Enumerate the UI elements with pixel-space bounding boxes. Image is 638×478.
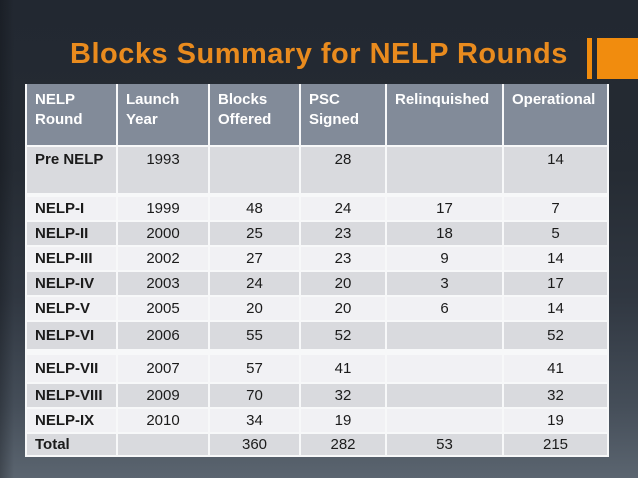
cell-operational: 7 [502, 194, 609, 222]
column-header-relinquished: Relinquished [385, 84, 504, 147]
cell-operational: 32 [502, 382, 609, 409]
table-row: NELP-V 2005 20 20 6 14 [25, 295, 609, 322]
cell-launch-year [116, 432, 210, 457]
cell-operational: 5 [502, 220, 609, 247]
table-row: NELP-III 2002 27 23 9 14 [25, 245, 609, 272]
cell-round: NELP-IX [25, 407, 118, 434]
cell-launch-year: 2002 [116, 245, 210, 272]
cell-psc-signed: 52 [299, 320, 387, 355]
accent-bar-block [597, 38, 638, 79]
cell-launch-year: 1999 [116, 194, 210, 222]
cell-operational: 215 [502, 432, 609, 457]
cell-relinquished: 53 [385, 432, 504, 457]
cell-launch-year: 2003 [116, 270, 210, 297]
cell-psc-signed: 24 [299, 194, 387, 222]
column-header-operational: Operational [502, 84, 609, 147]
cell-blocks-offered: 27 [208, 245, 301, 272]
cell-launch-year: 2009 [116, 382, 210, 409]
cell-blocks-offered: 70 [208, 382, 301, 409]
cell-operational: 17 [502, 270, 609, 297]
cell-operational: 14 [502, 245, 609, 272]
cell-relinquished: 17 [385, 194, 504, 222]
slide-title: Blocks Summary for NELP Rounds [70, 38, 568, 70]
cell-psc-signed: 282 [299, 432, 387, 457]
cell-blocks-offered: 20 [208, 295, 301, 322]
column-header-nelp-round: NELP Round [25, 84, 118, 147]
cell-round: NELP-IV [25, 270, 118, 297]
cell-launch-year: 2000 [116, 220, 210, 247]
table-row: Pre NELP 1993 28 14 [25, 145, 609, 197]
cell-psc-signed: 23 [299, 220, 387, 247]
cell-relinquished [385, 382, 504, 409]
table-row: NELP-IV 2003 24 20 3 17 [25, 270, 609, 297]
table-header-row: NELP Round Launch Year Blocks Offered PS… [25, 84, 609, 147]
cell-blocks-offered: 24 [208, 270, 301, 297]
cell-operational: 14 [502, 295, 609, 322]
cell-blocks-offered: 55 [208, 320, 301, 355]
column-header-blocks-offered: Blocks Offered [208, 84, 301, 147]
cell-launch-year: 2005 [116, 295, 210, 322]
table-body: Pre NELP 1993 28 14 NELP-I 1999 48 24 17… [25, 145, 609, 457]
cell-launch-year: 2010 [116, 407, 210, 434]
cell-blocks-offered: 25 [208, 220, 301, 247]
cell-psc-signed: 32 [299, 382, 387, 409]
cell-relinquished [385, 351, 504, 384]
cell-psc-signed: 20 [299, 295, 387, 322]
cell-round: Pre NELP [25, 145, 118, 197]
cell-blocks-offered: 48 [208, 194, 301, 222]
cell-psc-signed: 19 [299, 407, 387, 434]
cell-relinquished: 3 [385, 270, 504, 297]
cell-round: NELP-III [25, 245, 118, 272]
cell-relinquished: 9 [385, 245, 504, 272]
cell-launch-year: 1993 [116, 145, 210, 197]
cell-operational: 41 [502, 351, 609, 384]
table-row: NELP-II 2000 25 23 18 5 [25, 220, 609, 247]
cell-round: NELP-VIII [25, 382, 118, 409]
cell-operational: 14 [502, 145, 609, 197]
cell-relinquished [385, 407, 504, 434]
cell-round: NELP-VI [25, 320, 118, 355]
cell-relinquished: 18 [385, 220, 504, 247]
cell-blocks-offered: 34 [208, 407, 301, 434]
table-row: NELP-VI 2006 55 52 52 [25, 320, 609, 355]
table-row: NELP-VIII 2009 70 32 32 [25, 382, 609, 409]
cell-psc-signed: 28 [299, 145, 387, 197]
accent-bar-thin [587, 38, 592, 79]
column-header-psc-signed: PSC Signed [299, 84, 387, 147]
cell-relinquished: 6 [385, 295, 504, 322]
cell-blocks-offered: 57 [208, 351, 301, 384]
table-header: NELP Round Launch Year Blocks Offered PS… [25, 84, 609, 147]
cell-psc-signed: 23 [299, 245, 387, 272]
table-row: NELP-I 1999 48 24 17 7 [25, 194, 609, 222]
cell-operational: 19 [502, 407, 609, 434]
cell-round: NELP-I [25, 194, 118, 222]
table-row: NELP-VII 2007 57 41 41 [25, 351, 609, 384]
cell-operational: 52 [502, 320, 609, 355]
table-row: NELP-IX 2010 34 19 19 [25, 407, 609, 434]
cell-relinquished [385, 145, 504, 197]
cell-round: NELP-VII [25, 351, 118, 384]
cell-blocks-offered [208, 145, 301, 197]
cell-blocks-offered: 360 [208, 432, 301, 457]
cell-psc-signed: 41 [299, 351, 387, 384]
cell-psc-signed: 20 [299, 270, 387, 297]
blocks-summary-table: NELP Round Launch Year Blocks Offered PS… [25, 84, 609, 457]
cell-relinquished [385, 320, 504, 355]
table-row: Total 360 282 53 215 [25, 432, 609, 457]
cell-round: Total [25, 432, 118, 457]
cell-launch-year: 2007 [116, 351, 210, 384]
column-header-launch-year: Launch Year [116, 84, 210, 147]
cell-round: NELP-II [25, 220, 118, 247]
cell-launch-year: 2006 [116, 320, 210, 355]
cell-round: NELP-V [25, 295, 118, 322]
